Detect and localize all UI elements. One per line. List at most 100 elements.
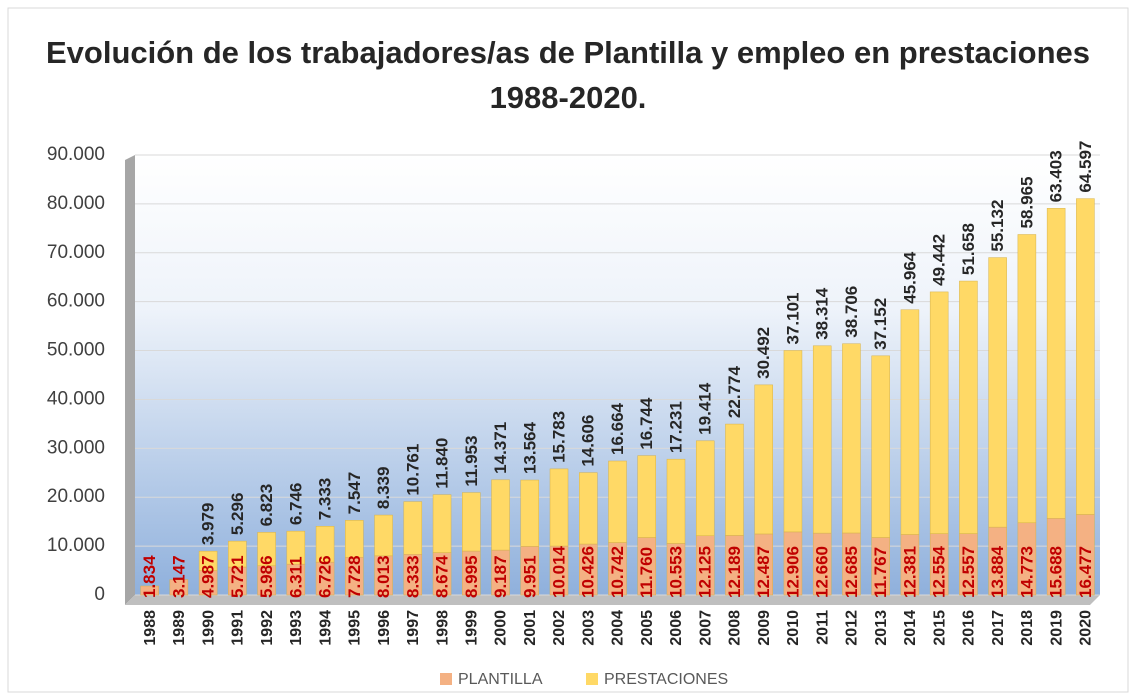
bar-segment — [549, 468, 569, 547]
value-label: 6.746 — [286, 483, 305, 526]
x-tick-label: 2001 — [522, 610, 539, 646]
value-label: 12.381 — [900, 546, 919, 598]
bar-segment — [1076, 198, 1095, 515]
y-tick-label: 30.000 — [47, 437, 105, 458]
value-label: 14.773 — [1017, 546, 1036, 598]
x-tick-label: 1994 — [317, 610, 334, 646]
value-label: 5.986 — [257, 555, 276, 598]
x-tick-label: 1999 — [464, 610, 481, 646]
y-tick-label: 10.000 — [47, 535, 105, 556]
value-label: 17.231 — [666, 401, 685, 453]
x-tick-label: 2013 — [873, 610, 890, 646]
x-tick-label: 1998 — [434, 610, 451, 646]
legend-swatch — [586, 673, 598, 685]
value-label: 8.674 — [433, 555, 452, 598]
value-label: 16.664 — [608, 402, 627, 455]
x-tick-label: 2011 — [814, 610, 831, 645]
x-tick-label: 1993 — [288, 610, 305, 646]
bar-segment — [1046, 208, 1066, 519]
bar-segment — [403, 501, 423, 555]
x-tick-label: 2015 — [931, 610, 948, 646]
chart-title: 1988-2020. — [490, 80, 647, 115]
value-label: 37.152 — [871, 298, 890, 350]
value-label: 12.660 — [813, 546, 832, 598]
bar-segment — [1017, 234, 1037, 524]
bar-segment — [491, 479, 510, 551]
bar-segment — [929, 291, 949, 534]
x-tick-label: 1989 — [171, 610, 188, 646]
x-tick-label: 2020 — [1078, 610, 1095, 646]
x-tick-label: 2004 — [610, 610, 627, 646]
value-label: 11.840 — [433, 438, 452, 489]
bar-segment — [783, 350, 803, 533]
y-tick-label: 80.000 — [47, 193, 105, 214]
x-tick-label: 2019 — [1048, 610, 1065, 646]
value-label: 3.147 — [169, 555, 188, 598]
x-tick-label: 1988 — [142, 610, 159, 646]
value-label: 12.125 — [696, 546, 715, 598]
x-tick-label: 1992 — [259, 610, 276, 646]
bar-segment — [988, 257, 1007, 528]
y-tick-label: 70.000 — [47, 242, 105, 263]
value-label: 12.906 — [783, 546, 802, 598]
value-label: 64.597 — [1076, 141, 1095, 193]
value-label: 10.553 — [666, 546, 685, 598]
value-label: 15.783 — [549, 411, 568, 463]
value-label: 58.965 — [1017, 177, 1036, 229]
value-label: 45.964 — [900, 251, 919, 304]
value-label: 11.760 — [637, 547, 656, 598]
value-label: 14.606 — [579, 415, 598, 467]
bar-segment — [257, 532, 276, 566]
y-tick-label: 40.000 — [47, 388, 105, 409]
value-label: 16.477 — [1076, 546, 1095, 598]
value-label: 11.767 — [871, 547, 890, 598]
bar-segment — [725, 423, 744, 536]
x-tick-label: 1997 — [405, 610, 422, 646]
value-label: 8.013 — [374, 555, 393, 598]
bar-segment — [579, 472, 598, 545]
value-label: 6.726 — [316, 555, 335, 598]
value-label: 6.823 — [257, 484, 276, 527]
value-label: 55.132 — [988, 200, 1007, 252]
x-tick-label: 2012 — [844, 610, 861, 646]
x-tick-label: 1990 — [200, 610, 217, 646]
x-tick-label: 2000 — [493, 610, 510, 646]
value-label: 19.414 — [696, 382, 715, 435]
bar-segment — [520, 479, 540, 547]
value-label: 30.492 — [754, 327, 773, 379]
bar-segment — [315, 526, 335, 563]
value-label: 7.547 — [345, 472, 364, 515]
value-label: 8.339 — [374, 467, 393, 510]
value-label: 11.953 — [462, 436, 481, 487]
y-tick-label: 0 — [94, 584, 105, 605]
legend-label: PRESTACIONES — [604, 671, 728, 688]
x-tick-label: 2008 — [727, 610, 744, 646]
bar-segment — [695, 440, 715, 536]
value-label: 10.426 — [579, 546, 598, 598]
value-label: 8.995 — [462, 555, 481, 598]
value-label: 37.101 — [783, 293, 802, 345]
y-tick-label: 60.000 — [47, 291, 105, 312]
value-label: 3.979 — [199, 503, 218, 546]
bar-segment — [842, 343, 861, 534]
x-tick-label: 1996 — [376, 610, 393, 646]
bar-segment — [432, 494, 452, 553]
x-tick-label: 2016 — [961, 610, 978, 646]
value-label: 12.554 — [930, 545, 949, 598]
x-tick-label: 2002 — [551, 610, 568, 646]
value-label: 12.487 — [754, 546, 773, 598]
value-label: 5.296 — [228, 493, 247, 536]
legend-swatch — [440, 673, 452, 685]
value-label: 13.884 — [988, 545, 1007, 598]
x-tick-label: 2010 — [785, 610, 802, 646]
value-label: 4.987 — [199, 555, 218, 598]
value-label: 14.371 — [491, 422, 510, 474]
x-tick-label: 2009 — [756, 610, 773, 646]
x-tick-label: 2003 — [580, 610, 597, 646]
legend-label: PLANTILLA — [458, 671, 543, 688]
floor — [125, 595, 1100, 605]
value-label: 38.706 — [842, 286, 861, 338]
y-tick-label: 90.000 — [47, 144, 105, 165]
value-label: 10.742 — [608, 546, 627, 598]
